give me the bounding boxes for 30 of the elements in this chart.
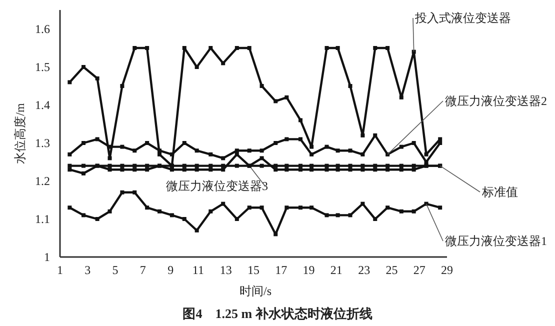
x-tick-label: 13 <box>220 263 232 277</box>
text: 标准值 <box>481 185 518 199</box>
x-tick-label: 29 <box>441 263 453 277</box>
y-tick-label: 1.1 <box>35 212 50 226</box>
x-tick-label: 9 <box>168 263 174 277</box>
y-tick-label: 1.3 <box>35 136 50 150</box>
x-tick-label: 21 <box>330 263 342 277</box>
text: 图4 1.25 m 补水状态时液位折线 <box>182 306 372 321</box>
x-axis-title: 时间/s <box>239 284 272 298</box>
y-axis-title: 水位高度/m <box>13 102 27 164</box>
text: 投入式液位变送器 <box>414 11 511 25</box>
x-tick-label: 1 <box>57 263 63 277</box>
y-tick-label: 1.4 <box>35 98 50 112</box>
y-tick-label: 1.5 <box>35 60 50 74</box>
series-label: 微压力液位变送器3 <box>166 179 268 193</box>
text: 微压力液位变送器2 <box>445 94 547 108</box>
x-tick-label: 7 <box>140 263 146 277</box>
y-tick-label: 1.6 <box>35 22 50 36</box>
y-tick-label: 1 <box>44 250 50 264</box>
x-tick-label: 3 <box>84 263 91 277</box>
x-tick-label: 15 <box>248 263 260 277</box>
text: 微压力液位变送器1 <box>445 234 547 248</box>
x-tick-label: 11 <box>192 263 204 277</box>
y-tick-label: 1.2 <box>35 174 50 188</box>
x-tick-label: 27 <box>413 263 426 277</box>
x-tick-label: 23 <box>358 263 370 277</box>
x-tick-label: 19 <box>302 263 315 277</box>
x-tick-label: 17 <box>275 263 288 277</box>
x-tick-label: 25 <box>386 263 398 277</box>
x-tick-label: 5 <box>112 263 118 277</box>
